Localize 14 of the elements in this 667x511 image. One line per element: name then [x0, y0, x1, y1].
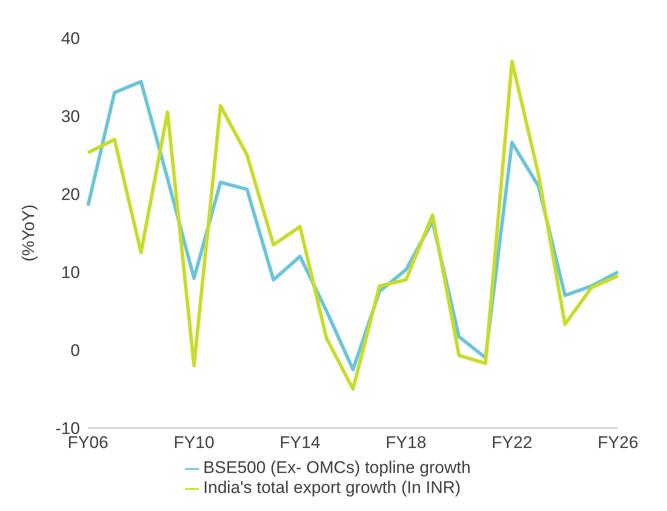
x-tick-label: FY10 [174, 433, 214, 452]
x-tick-label: FY26 [598, 433, 638, 452]
y-tick-label: 10 [61, 263, 80, 282]
x-tick-label: FY14 [280, 433, 320, 452]
y-tick-label: 30 [61, 107, 80, 126]
legend-label: India's total export growth (In INR) [203, 478, 461, 497]
y-tick-label: 40 [61, 29, 80, 48]
legend-label: BSE500 (Ex- OMCs) topline growth [203, 458, 471, 477]
y-tick-label: 0 [70, 341, 80, 360]
y-axis-title: (%YoY) [19, 204, 38, 262]
x-tick-label: FY06 [68, 433, 108, 452]
y-tick-label: 20 [61, 185, 80, 204]
x-tick-label: FY18 [386, 433, 426, 452]
x-tick-label: FY22 [492, 433, 532, 452]
